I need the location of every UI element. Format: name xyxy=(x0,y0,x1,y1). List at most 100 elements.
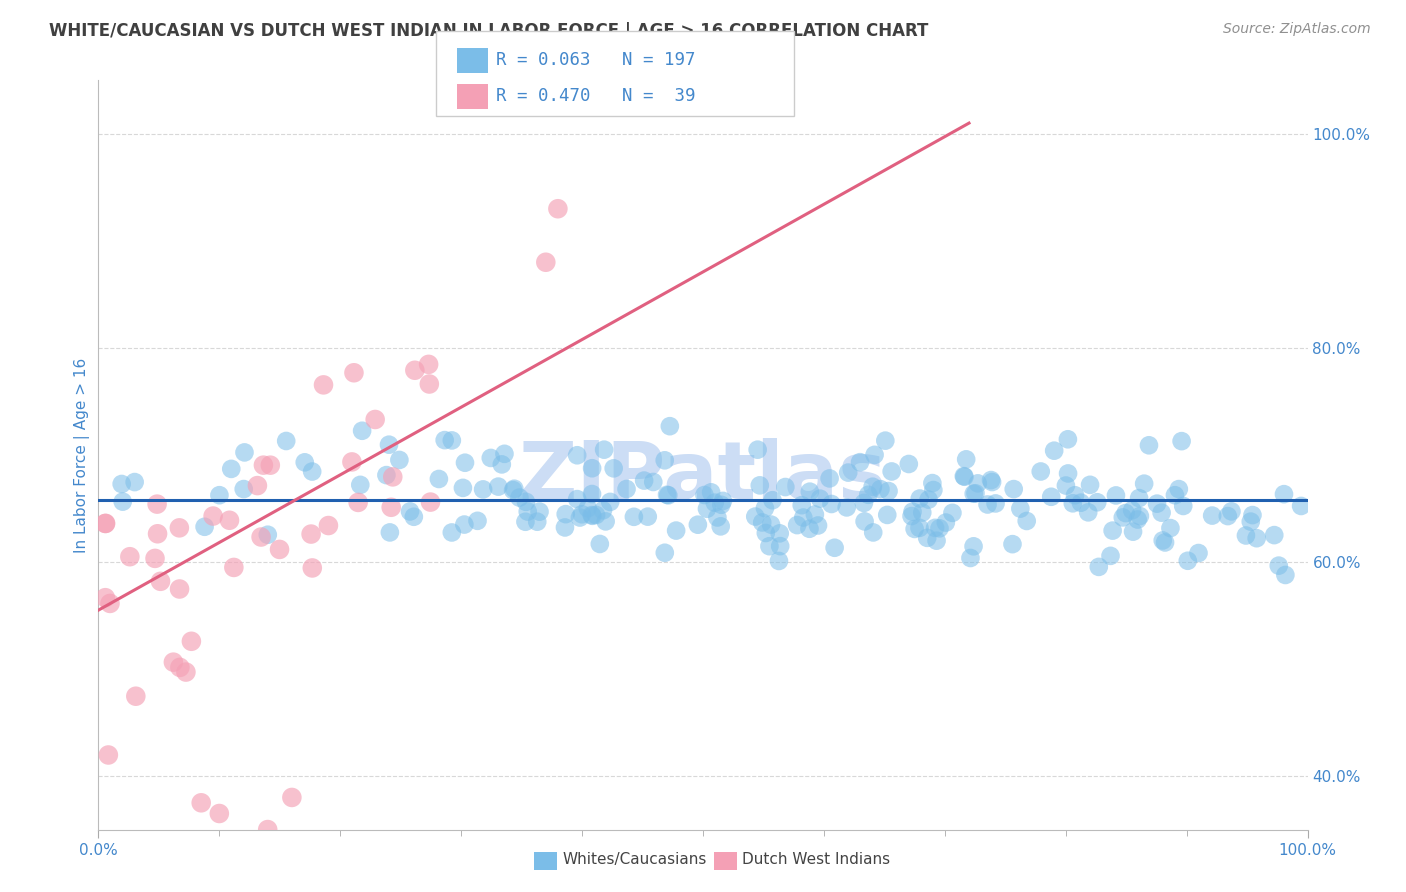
Point xyxy=(1152,533,1174,548)
Text: ZIPatlas: ZIPatlas xyxy=(519,438,887,516)
Point xyxy=(529,505,551,519)
Point xyxy=(747,442,769,457)
Point xyxy=(312,377,335,392)
Point xyxy=(820,497,842,511)
Point xyxy=(418,377,440,392)
Point xyxy=(491,458,513,472)
Point xyxy=(637,509,659,524)
Point xyxy=(208,488,231,502)
Point xyxy=(976,498,998,512)
Point xyxy=(576,501,599,516)
Point xyxy=(97,747,120,762)
Point xyxy=(503,482,526,496)
Point xyxy=(1029,465,1052,479)
Point xyxy=(516,504,538,518)
Point xyxy=(852,496,875,510)
Point xyxy=(1241,508,1264,522)
Point xyxy=(755,526,778,541)
Point xyxy=(1159,521,1181,535)
Point xyxy=(502,483,524,497)
Point xyxy=(143,551,166,566)
Point xyxy=(824,541,846,555)
Point xyxy=(643,475,665,489)
Point xyxy=(863,448,886,462)
Point xyxy=(748,478,770,492)
Point xyxy=(941,506,963,520)
Point xyxy=(808,491,831,506)
Point xyxy=(433,433,456,447)
Point xyxy=(758,539,780,553)
Point xyxy=(769,526,792,541)
Point xyxy=(547,202,569,216)
Point xyxy=(118,549,141,564)
Point xyxy=(269,542,291,557)
Point xyxy=(388,453,411,467)
Point xyxy=(1240,515,1263,529)
Point xyxy=(1220,504,1243,518)
Point xyxy=(125,690,148,704)
Point xyxy=(1101,524,1123,538)
Point xyxy=(966,476,988,491)
Point xyxy=(194,520,217,534)
Point xyxy=(585,508,607,522)
Point xyxy=(686,517,709,532)
Point xyxy=(208,806,231,821)
Point xyxy=(835,500,858,515)
Point xyxy=(703,496,725,510)
Text: Source: ZipAtlas.com: Source: ZipAtlas.com xyxy=(1223,22,1371,37)
Point xyxy=(1088,560,1111,574)
Point xyxy=(1187,546,1209,560)
Point xyxy=(623,509,645,524)
Point xyxy=(301,561,323,575)
Point xyxy=(454,456,477,470)
Point xyxy=(111,494,134,508)
Point xyxy=(169,521,191,535)
Point xyxy=(353,881,375,892)
Point xyxy=(981,475,1004,489)
Point xyxy=(218,513,240,527)
Point xyxy=(965,486,987,500)
Point xyxy=(980,473,1002,487)
Point xyxy=(744,509,766,524)
Point xyxy=(219,462,242,476)
Text: R = 0.063   N = 197: R = 0.063 N = 197 xyxy=(496,51,696,69)
Point xyxy=(1274,568,1296,582)
Point xyxy=(418,357,440,371)
Point xyxy=(301,465,323,479)
Point xyxy=(1040,490,1063,504)
Point xyxy=(581,508,603,523)
Point xyxy=(1167,482,1189,496)
Point xyxy=(508,491,530,505)
Point xyxy=(925,533,948,548)
Point xyxy=(276,434,298,448)
Point xyxy=(1150,506,1173,520)
Point xyxy=(399,504,422,518)
Point xyxy=(1246,531,1268,545)
Point xyxy=(94,516,117,531)
Point xyxy=(1078,478,1101,492)
Point xyxy=(696,501,718,516)
Point xyxy=(1064,488,1087,502)
Point xyxy=(1129,509,1152,524)
Point xyxy=(1173,499,1195,513)
Point xyxy=(472,483,495,497)
Point xyxy=(928,521,950,535)
Point xyxy=(953,469,976,483)
Point xyxy=(554,520,576,534)
Point xyxy=(984,496,1007,510)
Point xyxy=(581,487,603,501)
Point xyxy=(554,507,576,521)
Point xyxy=(858,488,880,502)
Point xyxy=(378,438,401,452)
Point xyxy=(94,591,117,605)
Point xyxy=(222,560,245,574)
Point xyxy=(799,484,821,499)
Point xyxy=(381,470,404,484)
Point xyxy=(602,461,624,475)
Point xyxy=(202,509,225,524)
Point xyxy=(876,508,898,522)
Text: Dutch West Indians: Dutch West Indians xyxy=(742,853,890,867)
Point xyxy=(754,501,776,516)
Point xyxy=(633,474,655,488)
Point xyxy=(904,522,927,536)
